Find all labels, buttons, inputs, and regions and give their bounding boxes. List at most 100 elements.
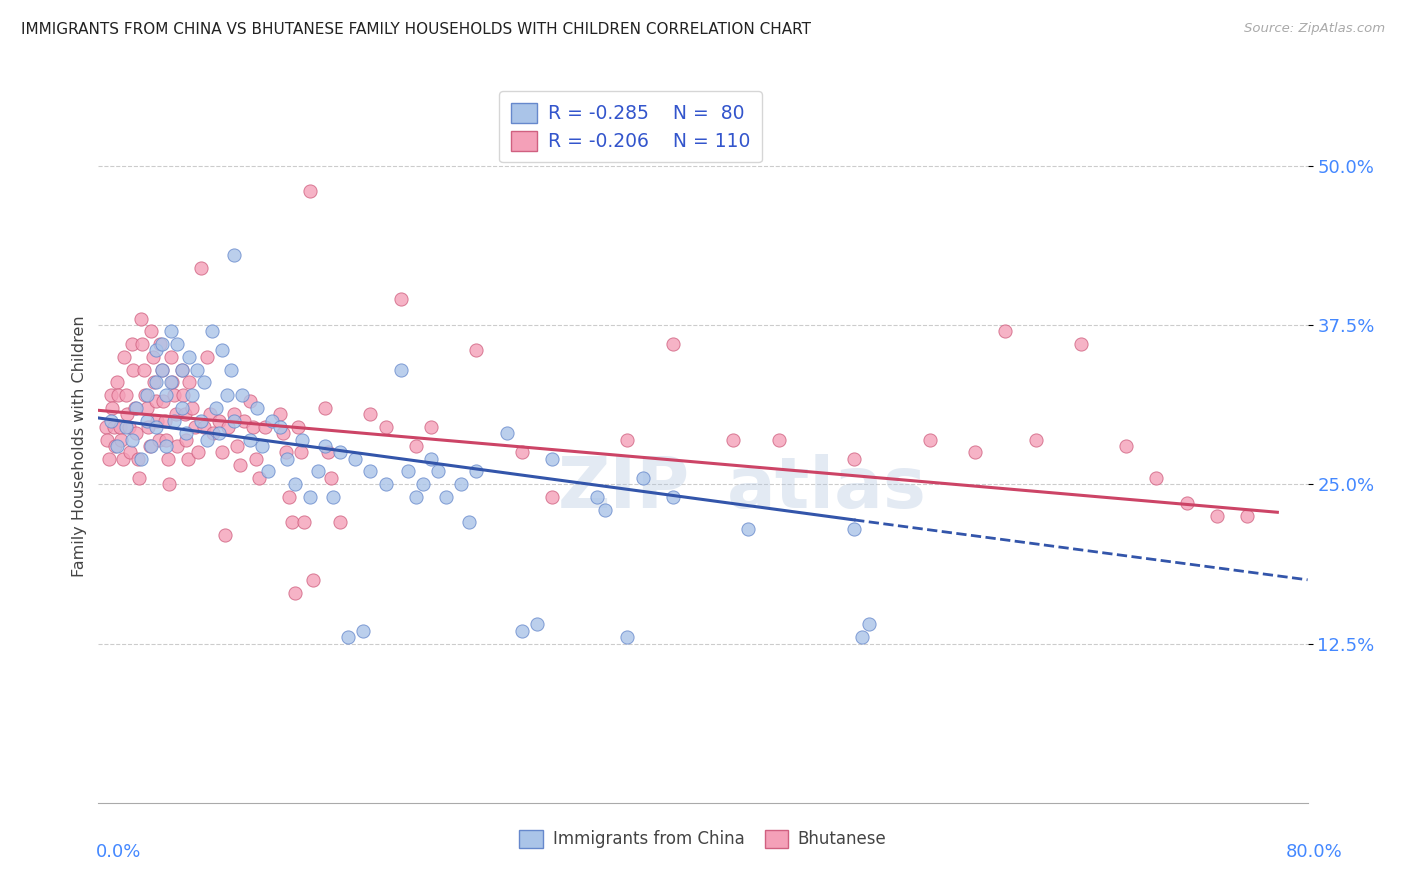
Point [153,413,176,427]
Point [1206,509,1229,524]
Point [149,337,172,351]
Point [224,413,246,427]
Point [103,420,125,434]
Point [145,343,167,358]
Point [148,433,170,447]
Point [224,407,246,421]
Point [150,337,173,351]
Point [1175,496,1198,510]
Point [352,624,374,638]
Point [217,420,239,434]
Point [405,490,427,504]
Point [170,362,193,376]
Point [134,388,156,402]
Point [160,376,183,390]
Point [118,420,141,434]
Point [181,388,204,402]
Text: IMMIGRANTS FROM CHINA VS BHUTANESE FAMILY HOUSEHOLDS WITH CHILDREN CORRELATION C: IMMIGRANTS FROM CHINA VS BHUTANESE FAMIL… [21,22,811,37]
Point [186,362,208,376]
Point [121,337,143,351]
Point [110,433,132,447]
Point [593,502,616,516]
Point [389,293,412,307]
Point [396,465,419,479]
Point [405,439,427,453]
Point [526,617,548,632]
Point [205,401,228,415]
Point [145,394,167,409]
Point [174,426,197,441]
Point [277,490,299,504]
Point [152,394,174,409]
Point [1236,509,1258,524]
Point [108,420,131,434]
Point [314,401,336,415]
Point [107,388,129,402]
Point [150,362,173,376]
Point [120,445,142,459]
Point [232,413,254,427]
Point [202,426,225,441]
Point [145,376,167,390]
Point [208,426,231,441]
Point [184,420,207,434]
Point [299,184,322,198]
Point [768,433,790,447]
Point [271,426,294,441]
Point [141,324,163,338]
Point [495,426,517,441]
Point [146,413,169,427]
Point [360,407,382,421]
Point [160,350,183,364]
Point [245,451,267,466]
Point [179,350,201,364]
Y-axis label: Family Households with Children: Family Households with Children [72,315,87,577]
Point [661,490,683,504]
Point [211,445,233,459]
Point [965,445,987,459]
Point [121,433,143,447]
Point [190,413,212,427]
Text: 80.0%: 80.0% [1286,843,1343,861]
Point [299,490,322,504]
Point [98,451,121,466]
Point [290,445,312,459]
Point [165,407,187,421]
Point [172,388,194,402]
Point [131,337,153,351]
Point [135,388,157,402]
Point [360,465,382,479]
Point [166,337,188,351]
Point [274,445,297,459]
Point [125,401,148,415]
Point [195,350,218,364]
Point [457,516,479,530]
Point [287,420,309,434]
Point [253,420,276,434]
Point [104,439,127,453]
Point [224,248,246,262]
Point [465,465,488,479]
Point [427,465,450,479]
Point [179,376,201,390]
Point [239,394,262,409]
Point [389,362,412,376]
Point [239,433,262,447]
Point [100,413,122,427]
Point [195,433,218,447]
Point [211,343,233,358]
Point [994,324,1017,338]
Point [284,477,307,491]
Point [1070,337,1092,351]
Point [105,376,128,390]
Point [201,324,224,338]
Point [465,343,488,358]
Point [160,324,183,338]
Point [208,413,231,427]
Point [510,445,533,459]
Legend: Immigrants from China, Bhutanese: Immigrants from China, Bhutanese [513,823,893,855]
Text: Source: ZipAtlas.com: Source: ZipAtlas.com [1244,22,1385,36]
Point [176,451,198,466]
Point [156,451,179,466]
Point [200,407,222,421]
